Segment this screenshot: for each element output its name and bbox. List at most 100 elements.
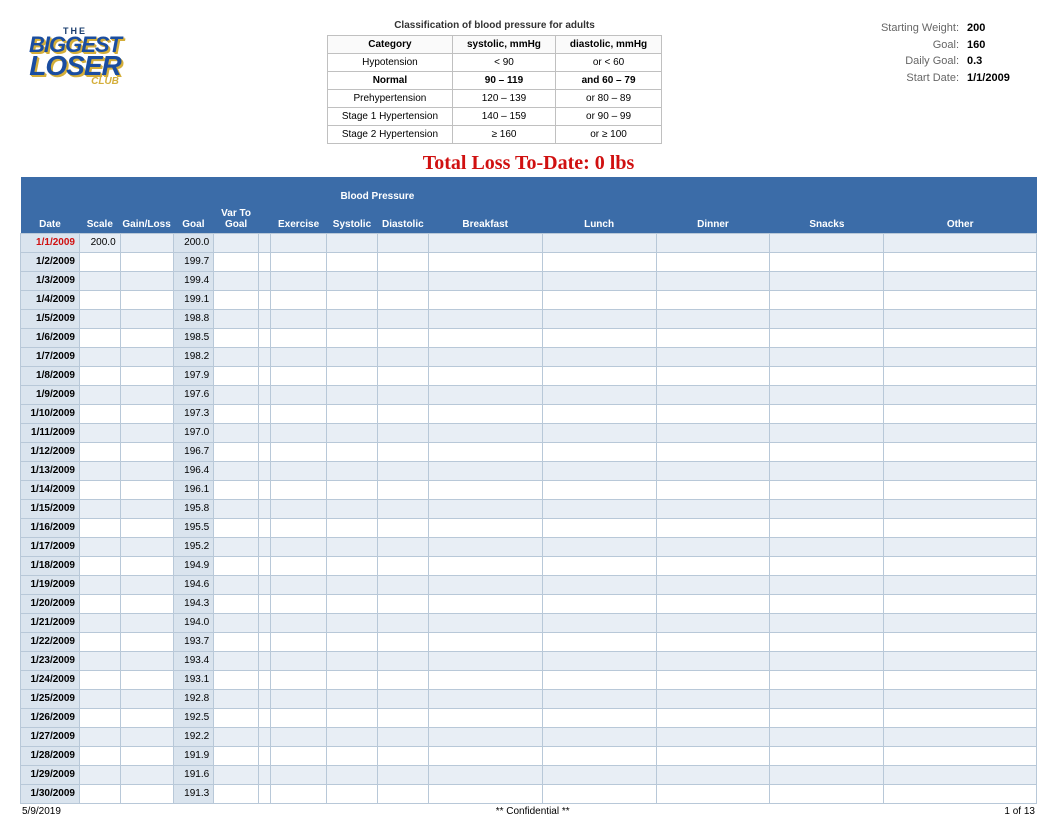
cell-diastolic[interactable]	[377, 404, 428, 423]
cell-breakfast[interactable]	[428, 328, 542, 347]
cell-scale[interactable]	[79, 366, 120, 385]
cell-systolic[interactable]	[327, 461, 378, 480]
cell-dinner[interactable]	[656, 537, 770, 556]
cell-scale[interactable]	[79, 518, 120, 537]
cell-scale[interactable]	[79, 613, 120, 632]
cell-exercise[interactable]	[271, 556, 327, 575]
cell-diastolic[interactable]	[377, 423, 428, 442]
cell-systolic[interactable]	[327, 708, 378, 727]
cell-breakfast[interactable]	[428, 499, 542, 518]
cell-exercise[interactable]	[271, 765, 327, 784]
cell-lunch[interactable]	[542, 727, 656, 746]
cell-scale[interactable]	[79, 689, 120, 708]
cell-diastolic[interactable]	[377, 613, 428, 632]
cell-scale[interactable]	[79, 347, 120, 366]
cell-lunch[interactable]	[542, 328, 656, 347]
cell-scale[interactable]	[79, 651, 120, 670]
cell-dinner[interactable]	[656, 708, 770, 727]
cell-systolic[interactable]	[327, 499, 378, 518]
cell-exercise[interactable]	[271, 347, 327, 366]
cell-exercise[interactable]	[271, 746, 327, 765]
cell-lunch[interactable]	[542, 499, 656, 518]
cell-exercise[interactable]	[271, 708, 327, 727]
cell-breakfast[interactable]	[428, 784, 542, 803]
cell-snacks[interactable]	[770, 708, 884, 727]
cell-scale[interactable]	[79, 480, 120, 499]
cell-exercise[interactable]	[271, 480, 327, 499]
cell-scale[interactable]	[79, 556, 120, 575]
cell-other[interactable]	[884, 613, 1037, 632]
cell-other[interactable]	[884, 575, 1037, 594]
cell-breakfast[interactable]	[428, 233, 542, 252]
cell-dinner[interactable]	[656, 442, 770, 461]
cell-breakfast[interactable]	[428, 746, 542, 765]
cell-diastolic[interactable]	[377, 784, 428, 803]
cell-snacks[interactable]	[770, 442, 884, 461]
cell-dinner[interactable]	[656, 271, 770, 290]
cell-snacks[interactable]	[770, 537, 884, 556]
cell-other[interactable]	[884, 385, 1037, 404]
cell-dinner[interactable]	[656, 290, 770, 309]
cell-lunch[interactable]	[542, 423, 656, 442]
cell-exercise[interactable]	[271, 518, 327, 537]
cell-diastolic[interactable]	[377, 594, 428, 613]
cell-systolic[interactable]	[327, 309, 378, 328]
cell-breakfast[interactable]	[428, 632, 542, 651]
cell-snacks[interactable]	[770, 784, 884, 803]
cell-exercise[interactable]	[271, 461, 327, 480]
cell-other[interactable]	[884, 423, 1037, 442]
cell-lunch[interactable]	[542, 689, 656, 708]
cell-lunch[interactable]	[542, 442, 656, 461]
cell-snacks[interactable]	[770, 651, 884, 670]
cell-dinner[interactable]	[656, 670, 770, 689]
cell-other[interactable]	[884, 290, 1037, 309]
cell-breakfast[interactable]	[428, 461, 542, 480]
cell-systolic[interactable]	[327, 271, 378, 290]
cell-systolic[interactable]	[327, 727, 378, 746]
cell-scale[interactable]	[79, 404, 120, 423]
cell-exercise[interactable]	[271, 442, 327, 461]
cell-systolic[interactable]	[327, 575, 378, 594]
cell-other[interactable]	[884, 594, 1037, 613]
cell-dinner[interactable]	[656, 309, 770, 328]
cell-other[interactable]	[884, 461, 1037, 480]
cell-other[interactable]	[884, 252, 1037, 271]
cell-breakfast[interactable]	[428, 556, 542, 575]
cell-lunch[interactable]	[542, 461, 656, 480]
cell-snacks[interactable]	[770, 347, 884, 366]
cell-other[interactable]	[884, 309, 1037, 328]
cell-snacks[interactable]	[770, 632, 884, 651]
cell-diastolic[interactable]	[377, 670, 428, 689]
cell-breakfast[interactable]	[428, 423, 542, 442]
cell-scale[interactable]	[79, 328, 120, 347]
cell-diastolic[interactable]	[377, 480, 428, 499]
cell-diastolic[interactable]	[377, 632, 428, 651]
cell-systolic[interactable]	[327, 746, 378, 765]
cell-lunch[interactable]	[542, 518, 656, 537]
cell-other[interactable]	[884, 556, 1037, 575]
cell-snacks[interactable]	[770, 328, 884, 347]
cell-exercise[interactable]	[271, 404, 327, 423]
cell-diastolic[interactable]	[377, 746, 428, 765]
cell-snacks[interactable]	[770, 518, 884, 537]
cell-diastolic[interactable]	[377, 233, 428, 252]
cell-other[interactable]	[884, 708, 1037, 727]
cell-snacks[interactable]	[770, 499, 884, 518]
cell-lunch[interactable]	[542, 385, 656, 404]
cell-scale[interactable]	[79, 784, 120, 803]
cell-breakfast[interactable]	[428, 252, 542, 271]
cell-dinner[interactable]	[656, 746, 770, 765]
cell-breakfast[interactable]	[428, 689, 542, 708]
cell-exercise[interactable]	[271, 689, 327, 708]
cell-systolic[interactable]	[327, 442, 378, 461]
cell-dinner[interactable]	[656, 556, 770, 575]
cell-breakfast[interactable]	[428, 727, 542, 746]
cell-dinner[interactable]	[656, 385, 770, 404]
cell-snacks[interactable]	[770, 727, 884, 746]
cell-systolic[interactable]	[327, 290, 378, 309]
cell-snacks[interactable]	[770, 271, 884, 290]
cell-systolic[interactable]	[327, 423, 378, 442]
cell-exercise[interactable]	[271, 423, 327, 442]
cell-scale[interactable]	[79, 423, 120, 442]
cell-scale[interactable]	[79, 385, 120, 404]
